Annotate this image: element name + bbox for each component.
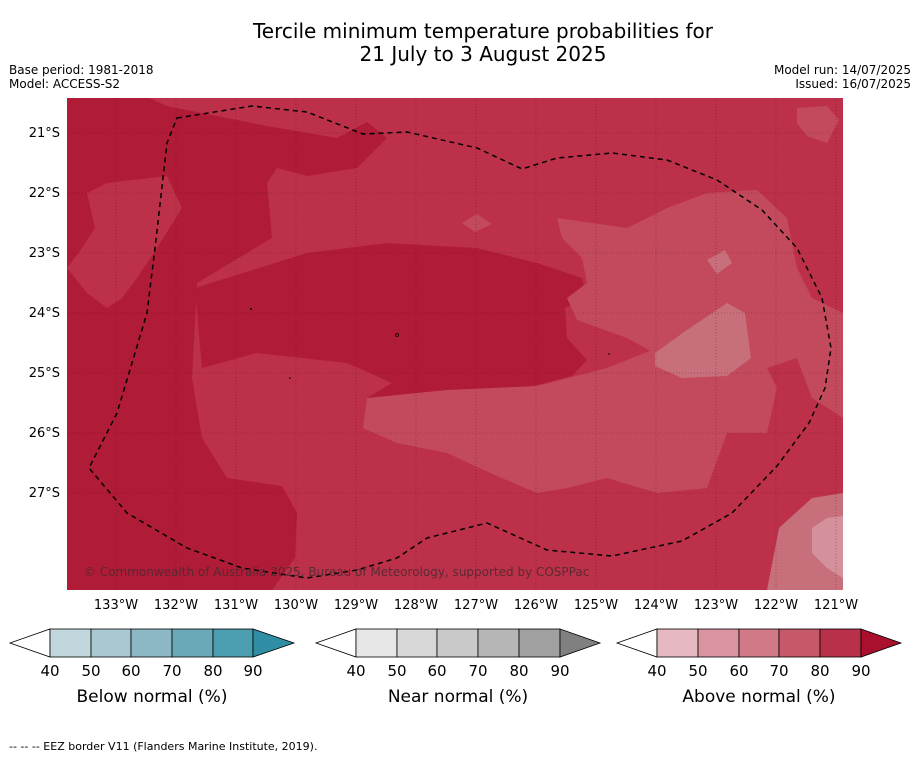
colorbars	[8, 628, 903, 658]
colorbar-tick: 50	[688, 662, 708, 680]
colorbar-segment	[436, 628, 479, 658]
colorbar-tick: 90	[550, 662, 570, 680]
colorbar-segment	[396, 628, 438, 658]
colorbar-tick: 70	[468, 662, 488, 680]
colorbar-segment	[559, 628, 602, 658]
colorbar-segment	[697, 628, 740, 658]
island-marker	[289, 377, 291, 379]
lat-label: 26°S	[28, 426, 60, 441]
colorbar-tick: 80	[810, 662, 830, 680]
model-name: Model: ACCESS-S2	[9, 77, 121, 91]
colorbar-below-normal	[8, 628, 296, 658]
map-region-light-edge	[799, 318, 843, 398]
colorbar-segment	[355, 628, 398, 658]
colorbar-tick: 50	[387, 662, 407, 680]
colorbar-segment	[477, 628, 520, 658]
colorbar-tick: 80	[509, 662, 529, 680]
map-region-light-spot	[707, 250, 732, 274]
colorbar-near-normal	[314, 628, 602, 658]
colorbar-tick: 80	[203, 662, 223, 680]
colorbar-tick: 40	[647, 662, 667, 680]
map-canvas	[67, 98, 843, 590]
meta-right: Model run: 14/07/2025 Issued: 16/07/2025	[774, 63, 911, 91]
island-marker	[395, 333, 399, 337]
lon-label: 121°W	[813, 598, 859, 613]
map-region-light-east	[557, 190, 843, 418]
lon-label: 128°W	[393, 598, 439, 613]
colorbar-segment	[778, 628, 821, 658]
colorbar-tick: 90	[243, 662, 263, 680]
lon-label: 129°W	[333, 598, 379, 613]
copyright-notice: © Commonwealth of Australia 2025, Bureau…	[84, 565, 590, 579]
map-region-lighter-east	[655, 303, 751, 378]
lon-label: 133°W	[93, 598, 139, 613]
meta-left: Base period: 1981-2018 Model: ACCESS-S2	[9, 63, 154, 91]
island-marker	[608, 353, 610, 355]
map-region-mid-west	[67, 176, 182, 308]
lon-label: 124°W	[633, 598, 679, 613]
lon-label: 130°W	[273, 598, 319, 613]
lat-label: 23°S	[28, 246, 60, 261]
lon-label: 123°W	[693, 598, 739, 613]
eez-legend-footer: -- -- -- EEZ border V11 (Flanders Marine…	[9, 740, 318, 753]
colorbar-segment	[171, 628, 214, 658]
colorbar-tick: 40	[346, 662, 366, 680]
colorbar-segment	[656, 628, 699, 658]
colorbar-tick: 50	[81, 662, 101, 680]
colorbar-tick: 70	[162, 662, 182, 680]
colorbar-segment	[212, 628, 254, 658]
title-line-1: Tercile minimum temperature probabilitie…	[252, 19, 714, 43]
colorbar-segment	[252, 628, 296, 658]
lon-label: 132°W	[153, 598, 199, 613]
colorbar-segment	[8, 628, 51, 658]
lat-label: 25°S	[28, 366, 60, 381]
lat-label: 27°S	[28, 486, 60, 501]
colorbar-tick: 60	[121, 662, 141, 680]
map-region-lightest-se	[812, 516, 843, 578]
colorbar-segment	[819, 628, 862, 658]
colorbar-segment	[518, 628, 561, 658]
colorbar-tick: 60	[729, 662, 749, 680]
colorbar-segment	[90, 628, 132, 658]
eez-border	[88, 105, 832, 579]
colorbar-above-normal	[615, 628, 903, 658]
base-period: Base period: 1981-2018	[9, 63, 154, 77]
colorbar-label-above-normal: Above normal (%)	[682, 687, 836, 707]
lat-label: 24°S	[28, 306, 60, 321]
colorbar-segment	[738, 628, 780, 658]
lon-label: 131°W	[213, 598, 259, 613]
lon-label: 126°W	[513, 598, 559, 613]
model-run: Model run: 14/07/2025	[773, 63, 911, 77]
colorbar-tick: 90	[851, 662, 871, 680]
map-region-light-speck	[462, 214, 492, 232]
colorbar-segment	[615, 628, 658, 658]
lon-label: 122°W	[753, 598, 799, 613]
map-region-light-ne	[797, 106, 839, 143]
title-line-2: 21 July to 3 August 2025	[359, 42, 607, 66]
map-region-lighter-se	[767, 493, 843, 590]
map-title: Tercile minimum temperature probabilitie…	[0, 20, 919, 66]
colorbar-segment	[130, 628, 173, 658]
lon-label: 127°W	[453, 598, 499, 613]
graticule	[67, 98, 843, 590]
colorbar-segment	[314, 628, 357, 658]
lat-label: 22°S	[28, 186, 60, 201]
lat-label: 21°S	[28, 126, 60, 141]
issued-date: Issued: 16/07/2025	[795, 77, 911, 91]
colorbar-segment	[49, 628, 92, 658]
lon-label: 125°W	[573, 598, 619, 613]
colorbar-tick: 40	[40, 662, 60, 680]
colorbar-segment	[860, 628, 903, 658]
colorbar-tick: 60	[427, 662, 447, 680]
colorbar-tick: 70	[769, 662, 789, 680]
colorbar-label-below-normal: Below normal (%)	[76, 687, 228, 707]
probability-map	[67, 98, 843, 590]
colorbar-label-near-normal: Near normal (%)	[387, 687, 529, 707]
island-marker	[250, 308, 252, 310]
map-region-dark-center	[195, 243, 587, 408]
